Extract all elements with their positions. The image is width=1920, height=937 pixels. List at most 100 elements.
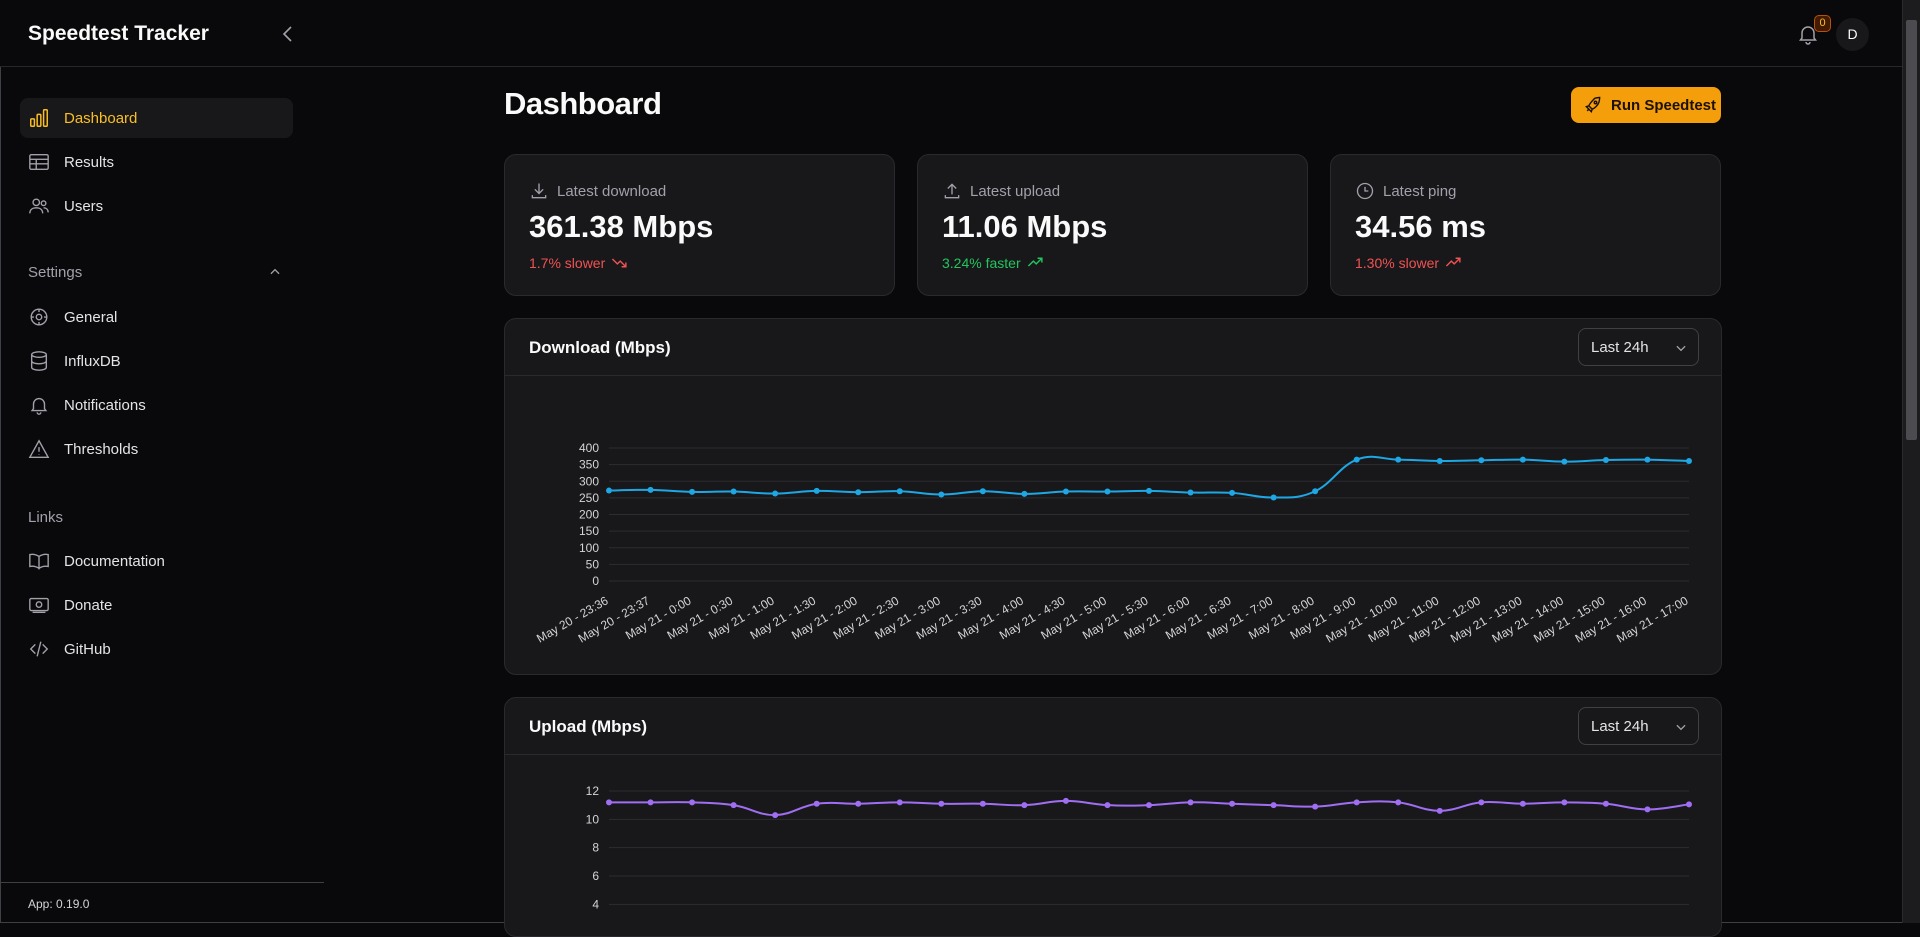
data-point[interactable] [1229,800,1236,807]
data-point[interactable] [1436,807,1443,814]
data-point[interactable] [1561,458,1568,465]
sidebar-item-results[interactable]: Results [20,142,293,182]
sidebar-item-label: Donate [64,596,113,614]
sidebar-item-thresholds[interactable]: Thresholds [20,429,293,469]
data-point[interactable] [1270,494,1277,501]
data-point[interactable] [606,799,612,806]
data-point[interactable] [1021,802,1028,809]
sidebar-item-label: Users [64,197,104,215]
sidebar-item-label: InfluxDB [64,352,121,370]
data-point[interactable] [1644,806,1651,813]
data-point[interactable] [1270,802,1277,809]
data-point[interactable] [979,488,986,495]
data-point[interactable] [855,800,862,807]
data-point[interactable] [1436,457,1443,464]
sidebar-item-github[interactable]: GitHub [20,629,293,669]
data-point[interactable] [1478,799,1485,806]
sidebar-item-label: Documentation [64,552,165,570]
data-point[interactable] [813,800,820,807]
rocket-icon [1583,95,1603,115]
sidebar-item-label: Notifications [64,396,146,414]
data-point[interactable] [938,800,945,807]
data-point[interactable] [1519,800,1526,807]
data-point[interactable] [730,488,737,495]
data-point[interactable] [1062,488,1069,495]
data-point[interactable] [1686,801,1692,808]
sidebar-item-donate[interactable]: Donate [20,585,293,625]
user-avatar[interactable]: D [1836,18,1869,51]
sidebar-item-label: General [64,308,118,326]
download-chart-card: Download (Mbps) Last 24h 0 50 100 150 200 250… [504,318,1722,675]
data-point[interactable] [1478,457,1485,464]
chart-header: Download (Mbps) Last 24h [505,319,1721,376]
range-select[interactable]: Last 24h [1578,707,1699,745]
stat-value: 361.38 Mbps [529,209,714,244]
notifications-bell-icon[interactable] [1796,22,1820,46]
scrollbar-thumb[interactable] [1906,20,1917,440]
chevron-up-icon[interactable] [268,265,282,279]
data-point[interactable] [1602,456,1609,463]
data-point[interactable] [1187,799,1194,806]
data-point[interactable] [979,800,986,807]
data-point[interactable] [1021,490,1028,497]
stat-label: Latest download [557,182,667,200]
data-point[interactable] [1644,456,1651,463]
data-point[interactable] [1353,799,1360,806]
data-point[interactable] [730,802,737,809]
data-point[interactable] [689,488,696,495]
data-point[interactable] [1146,802,1152,809]
data-point[interactable] [896,488,903,495]
upload-icon [942,181,962,201]
data-point[interactable] [1146,487,1152,494]
data-point[interactable] [1229,489,1236,496]
data-point[interactable] [606,487,612,494]
data-point[interactable] [1062,797,1069,804]
users-icon [28,195,50,217]
data-point[interactable] [1187,489,1194,496]
data-point[interactable] [1104,488,1111,495]
data-point[interactable] [1395,456,1402,463]
range-select[interactable]: Last 24h [1578,328,1699,366]
sidebar-item-general[interactable]: General [20,297,293,337]
app-version: App: 0.19.0 [28,897,90,911]
data-point[interactable] [1312,488,1319,495]
data-point[interactable] [689,799,696,806]
data-point[interactable] [772,490,779,497]
sidebar-item-users[interactable]: Users [20,186,293,226]
sidebar-item-dashboard[interactable]: Dashboard [20,98,293,138]
settings-group-label[interactable]: Settings [28,264,83,281]
data-point[interactable] [1395,799,1402,806]
database-icon [28,350,50,372]
data-point[interactable] [647,486,654,493]
chart-title: Download (Mbps) [529,338,671,357]
bell-icon [28,394,50,416]
data-point[interactable] [647,799,654,806]
data-point[interactable] [1686,457,1692,464]
data-point[interactable] [1519,456,1526,463]
download-icon [529,181,549,201]
sidebar: Dashboard Results Users Settings General… [0,67,324,923]
data-point[interactable] [896,799,903,806]
warning-icon [28,438,50,460]
stat-value: 34.56 ms [1355,209,1486,244]
y-tick-label: 10 [586,812,600,826]
data-point[interactable] [813,487,820,494]
y-tick-label: 50 [586,557,600,571]
data-point[interactable] [855,489,862,496]
data-point[interactable] [1561,799,1568,806]
data-point[interactable] [1104,802,1111,809]
data-point[interactable] [772,812,779,819]
page-scrollbar[interactable] [1902,0,1920,923]
sidebar-item-documentation[interactable]: Documentation [20,541,293,581]
data-point[interactable] [1312,803,1319,810]
run-speedtest-button[interactable]: Run Speedtest [1571,87,1721,123]
data-point[interactable] [938,491,945,498]
chevron-down-icon [1674,341,1688,355]
table-icon [28,151,50,173]
collapse-sidebar-icon[interactable] [276,22,300,46]
data-point[interactable] [1353,456,1360,463]
y-tick-label: 100 [579,541,599,555]
sidebar-item-notifications[interactable]: Notifications [20,385,293,425]
sidebar-item-influxdb[interactable]: InfluxDB [20,341,293,381]
data-point[interactable] [1602,800,1609,807]
